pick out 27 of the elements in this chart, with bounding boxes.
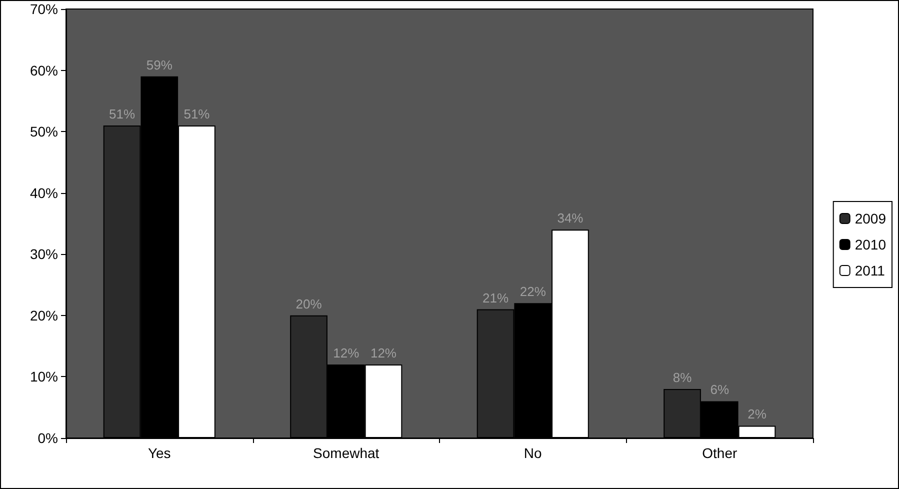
data-label: 51% (109, 106, 136, 122)
x-tick-label: Yes (148, 445, 171, 461)
legend-label: 2010 (854, 236, 886, 252)
data-label: 8% (672, 370, 692, 385)
y-tick-label: 0% (38, 430, 58, 446)
legend-label: 2009 (854, 210, 886, 226)
y-tick-label: 40% (30, 184, 58, 201)
y-tick-label: 10% (30, 368, 58, 385)
data-label: 51% (184, 106, 210, 122)
data-label: 2% (748, 406, 767, 422)
data-label: 12% (370, 345, 397, 360)
data-label: 34% (557, 210, 584, 226)
y-tick-label: 20% (30, 307, 58, 324)
data-label: 6% (710, 382, 730, 398)
data-label: 20% (296, 296, 322, 312)
data-label: 59% (146, 57, 173, 72)
y-tick-label: 30% (30, 246, 58, 262)
y-tick-label: 60% (30, 62, 58, 78)
x-tick-label: Other (702, 445, 738, 461)
x-tick-label: No (524, 445, 542, 461)
y-tick-label: 70% (30, 1, 58, 17)
data-label: 21% (482, 290, 509, 306)
x-tick-label: Somewhat (313, 445, 380, 461)
y-tick-label: 50% (30, 124, 58, 140)
legend-label: 2011 (854, 262, 886, 278)
data-label: 22% (520, 284, 546, 300)
data-label: 12% (333, 345, 360, 360)
